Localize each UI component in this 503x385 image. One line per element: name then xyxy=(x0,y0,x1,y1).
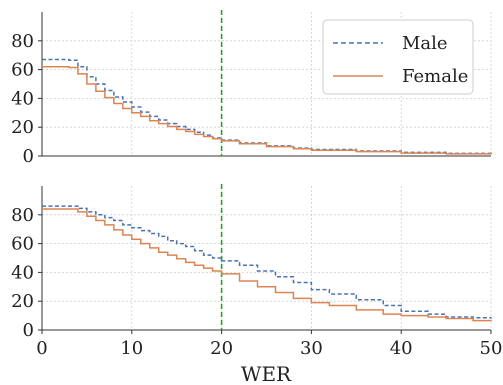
x-tick-label-4: 40 xyxy=(390,338,413,359)
y-tick-label-1-3: 60 xyxy=(11,60,34,81)
x-tick-label-1: 10 xyxy=(120,338,143,359)
y-tick-label-2-0: 0 xyxy=(23,320,34,341)
series-line-female-2 xyxy=(42,208,492,322)
x-tick-label-5: 50 xyxy=(480,338,503,359)
legend-female-label: Female xyxy=(402,66,468,87)
series-line-female-1 xyxy=(42,65,492,155)
y-tick-label-2-2: 40 xyxy=(11,262,34,283)
y-tick-label-1-0: 0 xyxy=(23,146,34,167)
x-tick-label-3: 30 xyxy=(300,338,323,359)
subplot-2: 0 20 40 60 80 0 10 20 30 40 50 xyxy=(11,184,502,359)
x-tick-label-0: 0 xyxy=(36,338,47,359)
subplot-1: 0 20 40 60 80 xyxy=(11,10,492,167)
y-tick-label-2-1: 20 xyxy=(11,291,34,312)
series-line-male-2 xyxy=(42,205,492,319)
y-tick-label-2-3: 60 xyxy=(11,234,34,255)
legend-male-label: Male xyxy=(402,33,448,54)
y-tick-label-1-2: 40 xyxy=(11,88,34,109)
x-tick-label-2: 20 xyxy=(210,338,233,359)
y-tick-label-1-1: 20 xyxy=(11,117,34,138)
y-tick-label-1-4: 80 xyxy=(11,31,34,52)
legend: Male Female xyxy=(322,19,474,95)
x-axis-label: WER xyxy=(241,362,292,385)
y-tick-label-2-4: 80 xyxy=(11,205,34,226)
